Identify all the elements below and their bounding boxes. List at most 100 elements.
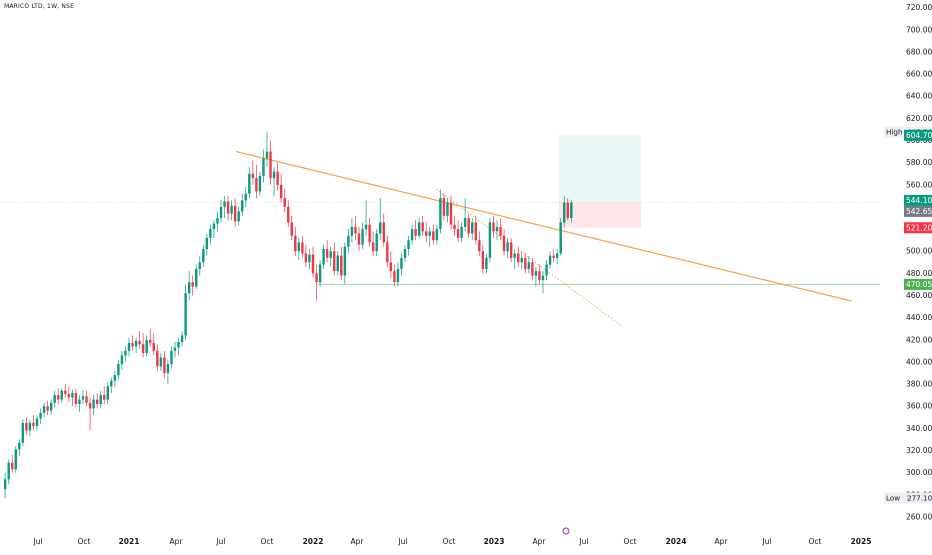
low-badge: Low 277.10 <box>884 492 932 504</box>
price-tick-label: 720.00 <box>906 3 932 12</box>
candle <box>113 370 117 387</box>
candle <box>11 454 14 473</box>
candle-body <box>386 242 389 263</box>
candle <box>191 275 194 296</box>
candle-body <box>410 229 414 241</box>
candle <box>279 173 283 203</box>
candle-body <box>141 344 145 354</box>
time-tick-label: 2023 <box>484 537 505 546</box>
time-tick-label: Oct <box>443 537 456 546</box>
current-price-tag-text: 544.10 <box>906 196 932 205</box>
time-tick-label: 2022 <box>303 537 324 546</box>
candle-body <box>180 335 184 343</box>
candle-body <box>170 350 173 365</box>
price-scale[interactable]: 720.00700.00680.00660.00640.00620.00600.… <box>906 3 932 521</box>
candle-body <box>364 224 368 230</box>
candle-body <box>389 262 393 272</box>
level-lines <box>0 202 880 285</box>
candle <box>524 253 527 274</box>
candle-body <box>71 392 74 398</box>
candle-body <box>393 271 396 283</box>
candle <box>449 195 453 230</box>
candle <box>3 472 7 498</box>
candle <box>81 390 85 405</box>
candle-body <box>545 264 548 276</box>
price-tick-label: 300.00 <box>906 468 932 477</box>
candle <box>527 255 531 274</box>
candle <box>120 350 124 370</box>
candle <box>371 231 375 256</box>
candle-body <box>379 222 382 234</box>
candle-body <box>527 262 531 269</box>
candle <box>78 395 81 412</box>
candle <box>421 215 424 236</box>
candle-body <box>456 229 460 238</box>
candle-body <box>149 339 152 344</box>
stop-price-tag: 521.20 <box>904 222 932 234</box>
candle-body <box>471 222 474 234</box>
candle <box>410 224 414 245</box>
candle-body <box>265 151 269 159</box>
candle-body <box>279 184 283 199</box>
candle <box>14 446 17 473</box>
candle-body <box>478 240 481 252</box>
candle-body <box>113 375 117 381</box>
candle-body <box>21 422 25 443</box>
candle <box>106 381 109 405</box>
candle-body <box>460 226 463 238</box>
candle <box>428 226 431 247</box>
candle <box>520 251 523 269</box>
candle-body <box>18 442 21 450</box>
candle-body <box>439 198 442 230</box>
candle <box>110 377 113 393</box>
candle <box>195 264 198 289</box>
candle <box>35 415 39 431</box>
time-tick-label: Jul <box>761 537 771 546</box>
candle-body <box>272 171 276 179</box>
candle <box>301 235 304 258</box>
candle-body <box>198 262 201 269</box>
candle-body <box>304 253 308 263</box>
candle <box>481 244 485 274</box>
candle <box>407 235 410 256</box>
candle-body <box>425 231 428 236</box>
candle <box>566 198 569 221</box>
candle-body <box>152 343 155 351</box>
candle-body <box>290 222 293 236</box>
candle <box>502 229 506 256</box>
candle-body <box>233 205 237 222</box>
candle <box>173 342 177 358</box>
candle <box>88 397 92 431</box>
candle <box>495 220 499 241</box>
candle <box>241 193 244 216</box>
candle-body <box>541 275 545 281</box>
candle <box>456 220 460 243</box>
candle <box>343 242 347 285</box>
candle <box>308 249 311 269</box>
candle <box>180 330 184 347</box>
candle-body <box>163 357 166 374</box>
candle-body <box>502 235 506 252</box>
candle <box>18 439 21 457</box>
candle-body <box>14 449 17 470</box>
candle-body <box>421 222 424 232</box>
candle-body <box>432 231 435 241</box>
candle-body <box>297 242 301 252</box>
candle-body <box>463 218 467 227</box>
time-tick-label: 2021 <box>119 537 140 546</box>
candle-body <box>42 406 46 413</box>
candle <box>184 284 187 340</box>
candles <box>3 132 573 498</box>
candle-body <box>442 198 446 216</box>
candle-body <box>237 211 240 222</box>
candle-body <box>276 171 279 185</box>
candle <box>354 215 357 241</box>
candle-body <box>318 264 322 283</box>
target-price-tag: 604.70 <box>904 129 932 141</box>
low-badge-value: 277.10 <box>907 494 932 503</box>
time-axis[interactable]: Jul Oct 2021 Apr Jul Oct 2022 Apr Jul Oct 2023 Apr J… <box>32 537 871 546</box>
candle <box>141 333 145 358</box>
candle <box>156 344 159 371</box>
